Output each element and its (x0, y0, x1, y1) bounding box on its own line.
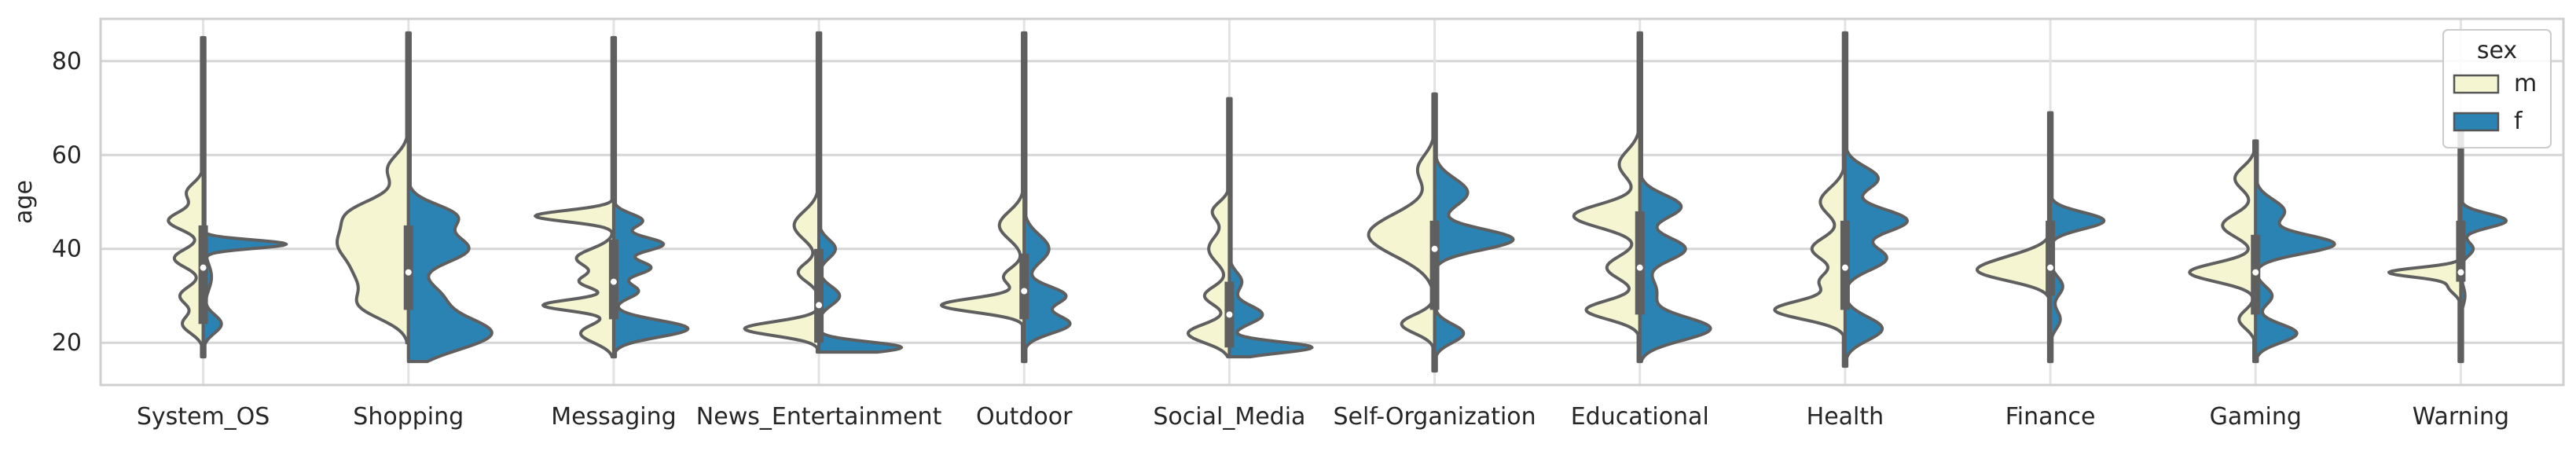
violin-half-m (2188, 139, 2258, 364)
violin-health (1773, 31, 1910, 368)
iqr-box (1429, 220, 1440, 310)
iqr-box (1635, 211, 1645, 315)
legend-label-m: m (2514, 70, 2537, 97)
median-dot (2252, 269, 2259, 276)
violin-half-f (2254, 139, 2336, 364)
violin-half-m (167, 35, 205, 359)
x-tick-label: Gaming (2210, 403, 2302, 431)
legend-label-f: f (2514, 108, 2523, 135)
violin-half-f (1843, 31, 1910, 368)
legend-swatch-m (2453, 74, 2500, 94)
y-axis-label: age (10, 180, 38, 224)
violin-half-f (1433, 92, 1515, 373)
violin-half-m (1186, 97, 1231, 359)
violin-half-f (1227, 97, 1314, 359)
median-dot (1021, 288, 1028, 295)
violin-finance (1975, 111, 2106, 364)
violin-shopping (336, 31, 494, 364)
violin-news-entertainment (743, 31, 904, 354)
violin-outdoor (939, 31, 1072, 364)
y-tick-label: 20 (52, 329, 82, 357)
median-dot (405, 269, 412, 276)
violin-half-m (939, 31, 1026, 364)
legend: sex mf (2442, 29, 2552, 148)
violin-social-media (1186, 97, 1314, 359)
median-dot (1636, 264, 1643, 271)
violins (167, 31, 2508, 373)
iqr-box (2456, 220, 2466, 282)
x-tick-label: Educational (1571, 403, 1709, 431)
y-tick-labels: 20 40 60 80 (52, 48, 82, 357)
iqr-box (403, 225, 413, 310)
x-tick-label: Social_Media (1153, 403, 1305, 431)
x-tick-label: Self-Organization (1333, 403, 1536, 431)
legend-title: sex (2477, 37, 2517, 64)
y-tick-label: 60 (52, 141, 82, 169)
iqr-box (814, 248, 824, 343)
violin-half-f (406, 31, 494, 364)
violin-educational (1572, 31, 1712, 364)
violin-half-f (817, 31, 904, 354)
y-tick-label: 40 (52, 236, 82, 263)
legend-swatch-f (2453, 112, 2500, 132)
x-tick-label: Health (1807, 403, 1884, 431)
plot-frame (99, 17, 2565, 387)
violin-warning (2387, 116, 2508, 364)
iqr-box (1019, 253, 1029, 320)
x-tick-label: Shopping (353, 403, 464, 431)
x-tick-label: Finance (2005, 403, 2096, 431)
median-dot (816, 302, 823, 309)
violin-half-m (534, 35, 615, 359)
x-tick-label: Messaging (551, 403, 676, 431)
y-tick-label: 80 (52, 48, 82, 75)
violin-half-f (1022, 31, 1072, 364)
median-dot (2457, 269, 2464, 276)
median-dot (610, 278, 617, 285)
violin-half-f (1638, 31, 1712, 364)
x-tick-label: Outdoor (976, 403, 1073, 431)
violin-self-organization (1367, 92, 1515, 373)
x-tick-label: News_Entertainment (696, 403, 942, 431)
median-dot (200, 264, 207, 271)
median-dot (1431, 245, 1438, 252)
iqr-box (198, 225, 208, 324)
violin-half-f (2049, 111, 2106, 364)
violin-half-f (2459, 116, 2508, 364)
median-dot (1841, 264, 1848, 271)
median-dot (2047, 264, 2054, 271)
x-tick-label: Warning (2413, 403, 2509, 431)
violin-system-os (167, 35, 288, 359)
violin-half-m (1773, 31, 1847, 368)
violin-messaging (534, 35, 690, 359)
violin-half-f (611, 35, 690, 359)
violin-half-m (336, 31, 410, 345)
violin-half-m (1367, 92, 1437, 373)
x-tick-labels: System_OS Shopping Messaging News_Entertain… (137, 403, 2509, 431)
x-tick-label: System_OS (137, 403, 270, 431)
legend-entries: mf (2453, 70, 2537, 135)
iqr-box (2046, 220, 2056, 296)
violin-gaming (2188, 139, 2336, 364)
violin-half-m (1572, 31, 1642, 364)
median-dot (1226, 311, 1233, 318)
